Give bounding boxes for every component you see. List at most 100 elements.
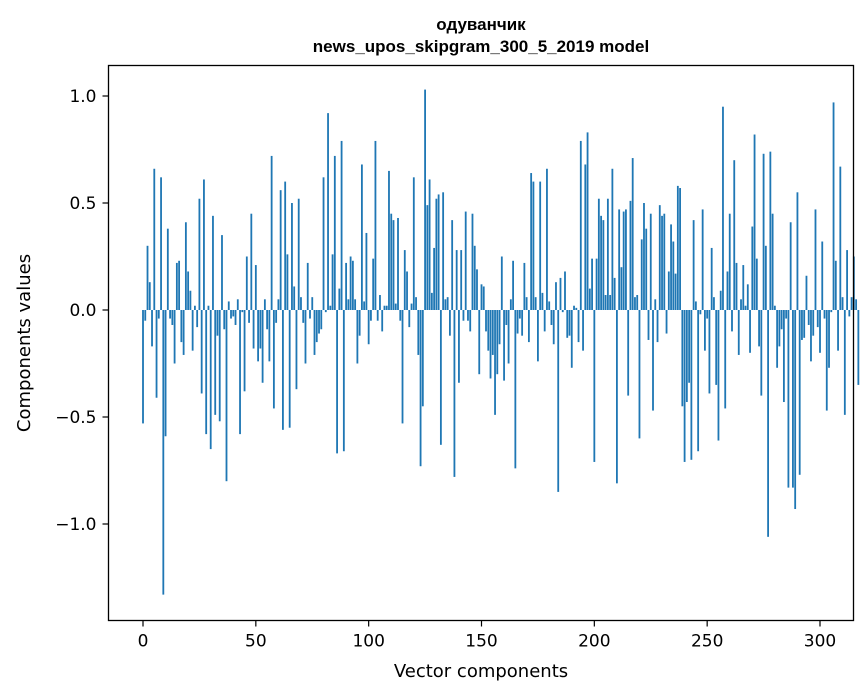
bar-component-104 (376, 310, 379, 321)
bar-component-171 (527, 310, 530, 343)
bar-component-68 (295, 310, 298, 390)
bar-component-208 (611, 168, 614, 310)
bar-component-219 (636, 295, 639, 310)
bar-component-175 (537, 310, 539, 362)
bar-component-194 (579, 140, 582, 310)
bar-component-252 (710, 247, 713, 310)
bar-component-269 (749, 310, 751, 353)
bar-component-172 (530, 173, 533, 310)
bar-component-173 (532, 181, 535, 310)
bar-component-76 (313, 310, 316, 355)
bar-component-89 (342, 310, 345, 452)
bar-component-97 (360, 164, 363, 310)
bar-component-25 (198, 198, 201, 310)
bar-component-119 (410, 303, 413, 310)
bar-component-92 (349, 256, 352, 310)
bar-component-267 (744, 305, 747, 310)
bar-component-206 (606, 198, 609, 310)
bar-component-263 (735, 262, 738, 310)
bar-component-302 (823, 310, 826, 319)
bar-component-291 (798, 310, 801, 475)
bar-component-242 (688, 310, 691, 383)
x-tick-label: 50 (245, 632, 267, 652)
bar-component-249 (704, 310, 706, 351)
bar-component-225 (649, 213, 652, 310)
bar-component-245 (694, 301, 697, 310)
bar-component-247 (699, 310, 702, 315)
bar-component-115 (401, 310, 404, 424)
bar-component-55 (266, 310, 269, 330)
bar-component-317 (857, 310, 860, 385)
bar-component-27 (203, 179, 205, 310)
bar-component-100 (367, 310, 370, 345)
bar-component-253 (713, 297, 715, 310)
bar-component-203 (600, 215, 603, 310)
bar-component-49 (252, 310, 255, 349)
bar-component-255 (717, 310, 720, 441)
bar-component-266 (742, 265, 745, 310)
bar-component-168 (521, 310, 524, 336)
bar-component-148 (476, 269, 478, 310)
bar-component-103 (374, 140, 377, 310)
bar-component-60 (277, 299, 280, 310)
bar-component-216 (629, 200, 632, 310)
bar-component-18 (182, 310, 185, 355)
bar-component-226 (652, 310, 654, 411)
bar-component-223 (645, 228, 648, 310)
bar-component-197 (586, 132, 589, 310)
bar-component-3 (148, 282, 151, 310)
bar-component-212 (620, 267, 623, 310)
bar-component-48 (250, 213, 253, 310)
bar-component-213 (622, 211, 625, 310)
bar-component-147 (473, 245, 476, 310)
bar-component-284 (782, 310, 785, 403)
bar-component-272 (755, 258, 758, 310)
bar-component-270 (751, 226, 754, 310)
bar-component-264 (737, 310, 740, 355)
bar-component-228 (656, 310, 659, 343)
bar-component-310 (841, 297, 844, 310)
x-tick-label: 100 (352, 632, 384, 652)
bar-component-157 (496, 310, 499, 375)
bar-component-271 (753, 134, 756, 310)
bar-component-268 (746, 284, 749, 310)
bar-component-274 (760, 310, 763, 396)
bar-component-187 (564, 271, 566, 310)
bar-component-177 (541, 292, 544, 310)
bar-component-43 (239, 310, 241, 435)
bar-component-285 (785, 310, 788, 319)
bar-component-182 (552, 310, 555, 345)
bar-component-124 (421, 310, 424, 407)
bar-component-304 (828, 310, 830, 368)
bar-component-51 (257, 310, 259, 362)
bar-component-129 (433, 247, 436, 310)
bar-component-224 (647, 310, 650, 340)
bar-component-300 (819, 310, 821, 353)
x-axis-ticks: 0 50 100 150 200 250 300 (138, 620, 836, 652)
bar-series (142, 89, 860, 595)
bar-component-36 (223, 310, 226, 330)
bar-component-220 (638, 310, 641, 439)
bar-component-301 (821, 241, 824, 310)
bar-component-101 (370, 310, 372, 321)
bar-component-72 (304, 310, 307, 364)
bar-component-28 (205, 310, 208, 435)
bar-component-39 (230, 310, 232, 319)
bar-component-35 (221, 235, 223, 310)
bar-component-211 (618, 209, 621, 310)
bar-component-107 (383, 305, 386, 310)
bar-component-80 (322, 177, 325, 310)
bar-component-47 (248, 310, 250, 323)
bar-component-238 (679, 188, 681, 310)
bar-component-293 (803, 310, 806, 338)
bar-component-1 (144, 310, 147, 321)
bar-component-290 (796, 192, 799, 310)
bar-component-87 (338, 288, 341, 310)
bar-component-276 (764, 245, 767, 310)
bar-component-16 (178, 260, 181, 310)
bar-component-311 (843, 310, 846, 415)
bar-component-56 (268, 310, 271, 362)
bar-component-42 (236, 299, 239, 310)
bar-component-273 (758, 310, 760, 347)
